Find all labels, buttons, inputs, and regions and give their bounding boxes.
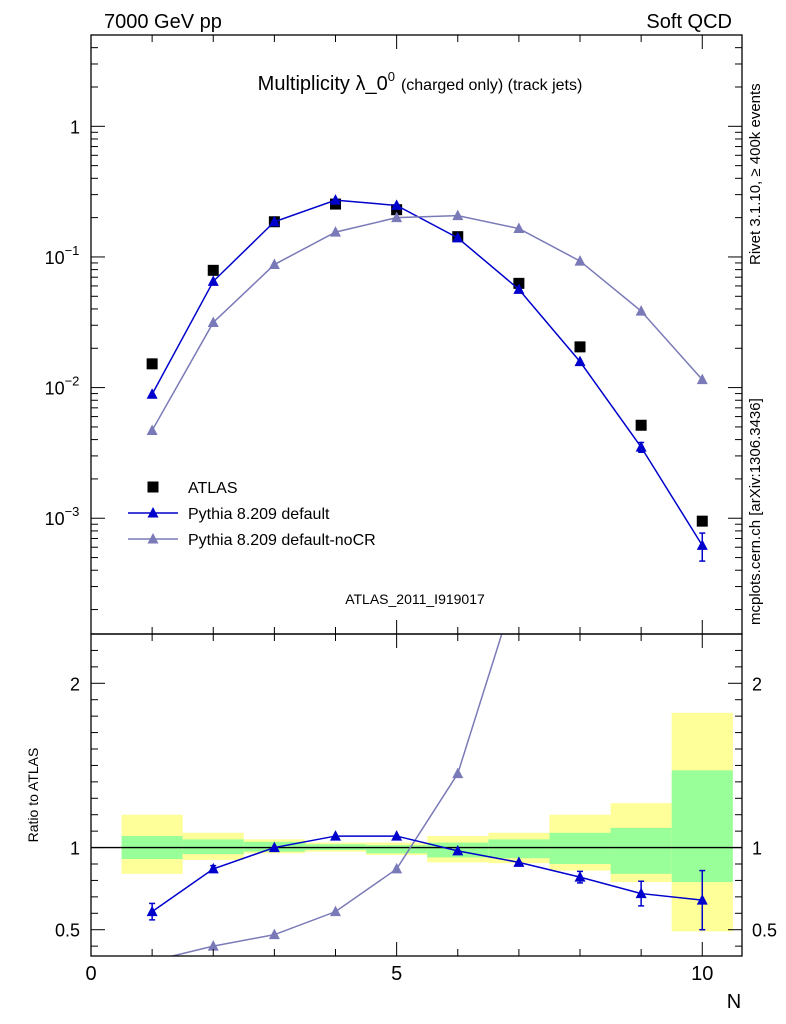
legend-marker bbox=[147, 507, 159, 518]
main-point bbox=[574, 355, 586, 367]
ratio-y-tick-label-left: 1 bbox=[70, 839, 80, 859]
watermark: ATLAS_2011_I919017 bbox=[345, 591, 485, 607]
stat-uncertainty-band bbox=[610, 827, 672, 874]
x-tick-label: 10 bbox=[691, 963, 713, 985]
ratio-y-axis-label: Ratio to ATLAS bbox=[25, 748, 41, 843]
legend-label: Pythia 8.209 default-noCR bbox=[188, 532, 376, 549]
ratio-y-tick-label-right: 0.5 bbox=[752, 921, 777, 941]
main-point bbox=[452, 231, 464, 243]
ratio-y-tick-label-right: 1 bbox=[752, 839, 762, 859]
main-point bbox=[330, 226, 342, 237]
main-point bbox=[391, 199, 403, 210]
ratio-point bbox=[635, 887, 647, 899]
stat-uncertainty-band bbox=[366, 845, 428, 854]
ratio-panel: 0.5 0.5 1 1 2 2 0 5 10 bbox=[55, 633, 777, 985]
main-point bbox=[207, 264, 219, 276]
main-point bbox=[635, 305, 647, 316]
main-point bbox=[146, 388, 158, 399]
ratio-series-group bbox=[151, 634, 503, 956]
ratio-point bbox=[207, 862, 219, 874]
ratio-frame bbox=[90, 633, 743, 957]
main-point bbox=[574, 255, 586, 266]
ratio-series-group bbox=[146, 830, 708, 931]
main-point bbox=[391, 211, 403, 223]
main-point bbox=[146, 358, 158, 370]
ratio-point bbox=[391, 862, 403, 874]
stat-uncertainty-band bbox=[549, 832, 611, 864]
x-tick-label: 0 bbox=[85, 963, 96, 985]
stat-uncertainty-band bbox=[182, 839, 244, 855]
ratio-point bbox=[330, 830, 342, 841]
main-point bbox=[207, 275, 219, 286]
main-point bbox=[574, 341, 586, 353]
main-y-tick-label: 10−2 bbox=[45, 374, 80, 399]
main-point bbox=[268, 258, 280, 270]
ratio-series-line bbox=[151, 835, 703, 913]
ratio-point bbox=[574, 871, 586, 882]
legend-label: ATLAS bbox=[188, 480, 238, 497]
rivet-label: Rivet 3.1.10, ≥ 400k events bbox=[747, 83, 764, 265]
stat-uncertainty-band bbox=[671, 770, 733, 883]
main-point bbox=[513, 222, 525, 234]
main-series-line bbox=[151, 214, 703, 431]
ratio-point bbox=[452, 844, 464, 856]
ratio-series-line bbox=[169, 634, 503, 956]
legend-marker bbox=[147, 533, 159, 544]
legend-marker bbox=[147, 481, 159, 493]
ratio-point bbox=[268, 841, 280, 853]
ratio-point bbox=[330, 905, 342, 917]
main-point bbox=[146, 424, 158, 435]
ratio-point bbox=[146, 905, 158, 917]
ratio-point bbox=[452, 767, 464, 779]
main-y-tick-label: 10−1 bbox=[45, 243, 80, 268]
ratio-point bbox=[268, 928, 280, 940]
ratio-y-tick-label-left: 2 bbox=[70, 674, 80, 694]
main-point bbox=[696, 539, 708, 550]
main-point bbox=[452, 209, 464, 221]
ratio-point bbox=[513, 856, 525, 867]
main-point bbox=[635, 441, 647, 452]
ratio-point bbox=[391, 830, 403, 841]
main-series-line bbox=[151, 199, 703, 546]
mcplots-label: mcplots.cern.ch [arXiv:1306.3436] bbox=[747, 398, 764, 625]
main-point bbox=[635, 419, 647, 431]
ratio-y-tick-label-left: 0.5 bbox=[55, 921, 80, 941]
main-y-tick-label: 1 bbox=[70, 117, 80, 137]
main-y-tick-label: 10−3 bbox=[45, 504, 80, 529]
header-right: Soft QCD bbox=[646, 11, 732, 33]
plot-title: Multiplicity λ_00(charged only) (track j… bbox=[258, 69, 583, 95]
main-point bbox=[330, 194, 342, 205]
ratio-point bbox=[696, 894, 708, 905]
main-point bbox=[207, 316, 219, 327]
legend: ATLAS Pythia 8.209 default Pythia 8.209 de… bbox=[128, 480, 376, 549]
ratio-y-tick-label-right: 2 bbox=[752, 674, 762, 694]
x-tick-label: 5 bbox=[391, 963, 402, 985]
main-point bbox=[696, 373, 708, 385]
main-point bbox=[513, 283, 525, 294]
main-point bbox=[268, 215, 280, 227]
header-left: 7000 GeV pp bbox=[104, 11, 222, 33]
x-axis-label: N bbox=[727, 991, 741, 1013]
legend-label: Pythia 8.209 default bbox=[188, 506, 330, 523]
ratio-point bbox=[207, 940, 219, 951]
stat-uncertainty-band bbox=[488, 839, 550, 859]
main-panel: 1 10−1 10−2 10−3 bbox=[45, 34, 743, 635]
main-point bbox=[696, 515, 708, 527]
